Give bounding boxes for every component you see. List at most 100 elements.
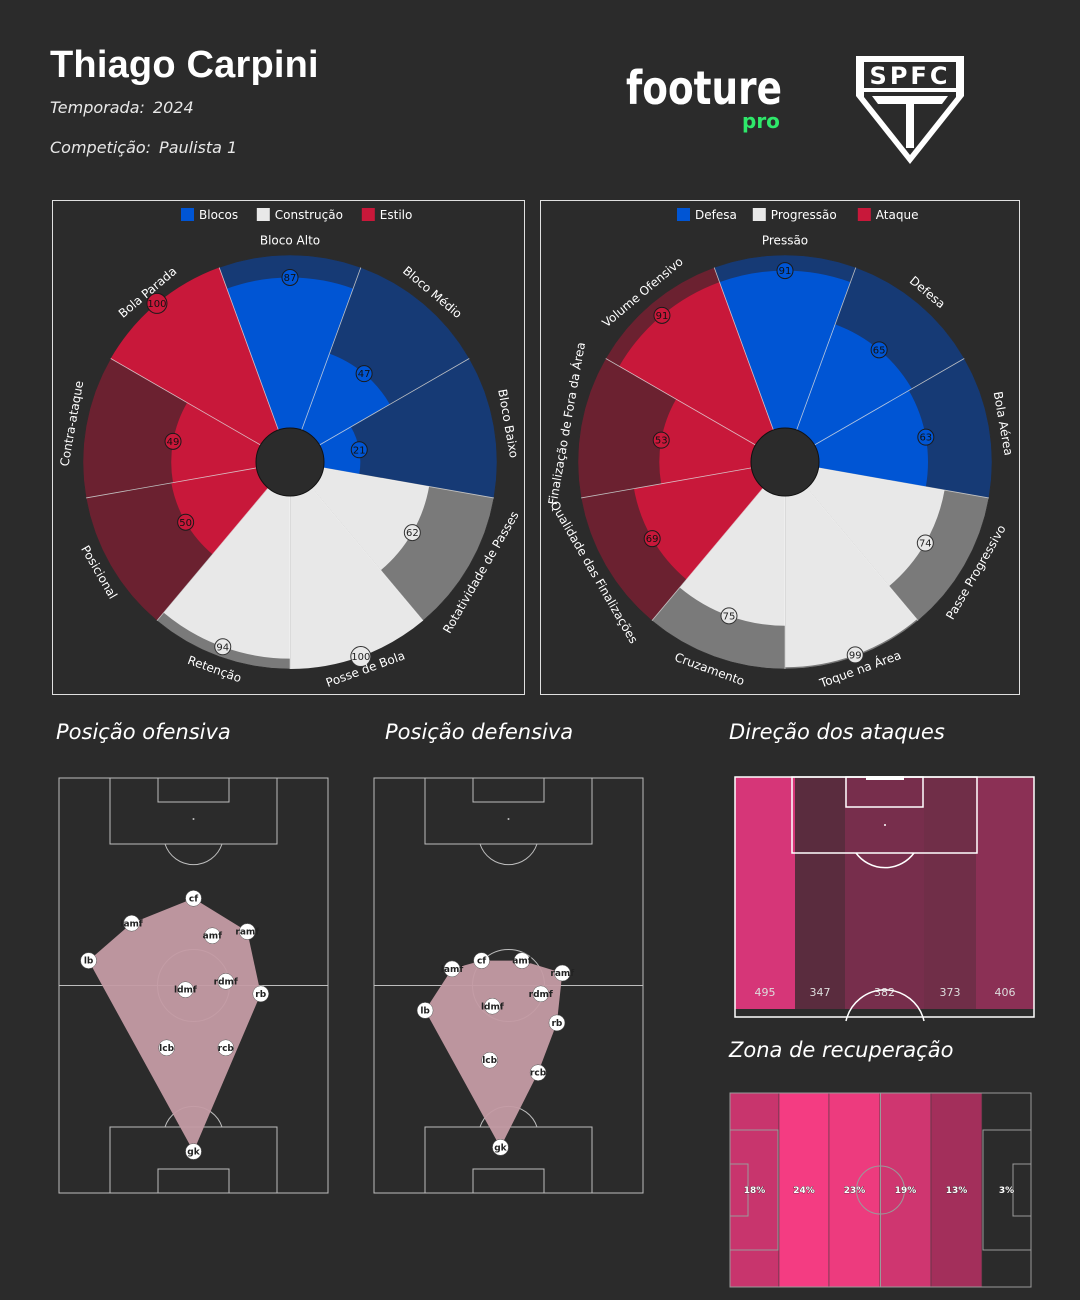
player-marker	[252, 985, 269, 1003]
radar-value-label: 74	[919, 539, 932, 550]
radar-category-label: Bloco Alto	[260, 234, 320, 248]
attack-lane	[976, 777, 1034, 1009]
radar-value-label: 75	[723, 611, 736, 622]
attack-lane-value: 382	[874, 986, 895, 999]
club-crest: SPFC	[852, 52, 968, 172]
footure-logo-graphic: footure pro	[626, 61, 782, 133]
radar-spoke	[110, 358, 261, 446]
player-marker	[513, 952, 531, 969]
radar-spoke	[651, 487, 764, 621]
legend-label: Progressão	[771, 208, 837, 222]
radar-spoke	[311, 487, 424, 621]
radar-value-badge	[652, 431, 670, 449]
player-position-label: amf	[512, 957, 531, 967]
radar-value-label: 87	[284, 273, 297, 284]
radar-spoke	[796, 267, 857, 431]
radar-value-label: 21	[353, 445, 366, 456]
recovery-zone-title: Zona de recuperação	[729, 1038, 954, 1062]
radar-value-label: 91	[656, 311, 669, 322]
recovery-goal-box-right	[1012, 1163, 1032, 1217]
radar-panel-phases: Defesa Progressão Ataque 91 Pressão 65 Defesa 6…	[540, 200, 1020, 695]
radar-value-badge	[355, 365, 373, 383]
radar-spoke	[86, 467, 257, 499]
footure-pro-logo: footure pro	[626, 60, 786, 138]
pitch-goal-box-bottom	[472, 1168, 545, 1194]
radar-spoke	[605, 358, 756, 446]
radar-spoke	[301, 267, 362, 431]
competition-label: Competição:	[50, 138, 152, 157]
legend-label: Construção	[275, 208, 343, 222]
attack-lane-value: 495	[755, 986, 776, 999]
radar-value-label: 100	[351, 652, 370, 663]
radar-value-badge	[653, 306, 671, 324]
player-marker	[185, 890, 202, 907]
recovery-zone-cell	[879, 1092, 932, 1288]
radar-sector-value	[301, 353, 390, 445]
player-position-label: lamf	[120, 919, 143, 929]
radar-center	[255, 427, 325, 497]
radar-value-label: 99	[849, 650, 862, 661]
legend-label: Defesa	[695, 208, 737, 222]
pitch-arc-top	[164, 843, 223, 866]
player-marker	[554, 964, 571, 982]
recovery-goal-box-left	[729, 1163, 749, 1217]
player-position-label: cf	[189, 894, 198, 904]
legend-swatch	[256, 208, 270, 221]
radar-value-badge	[403, 524, 421, 542]
radar-sector-value	[319, 426, 361, 475]
attack-goal	[866, 776, 904, 780]
player-position-label: lb	[84, 957, 94, 967]
player-marker	[80, 952, 97, 969]
radar-value-label: 100	[147, 299, 166, 310]
radar-value-label: 65	[873, 345, 886, 356]
player-marker	[177, 981, 194, 998]
attack-direction-title: Direção dos ataques	[729, 720, 945, 744]
recovery-zone-value: 18%	[744, 1186, 766, 1196]
radar-value-badge	[917, 428, 935, 446]
radar-value-label: 63	[919, 433, 932, 444]
legend-swatch	[677, 208, 690, 221]
radar-panel-team: Blocos Construção Estilo 87 Bloco Alto 47 Bloc…	[52, 200, 525, 695]
recovery-zone-value: 24%	[793, 1186, 815, 1196]
radar-sector-value	[171, 402, 261, 483]
radar-value-badge	[916, 534, 934, 552]
player-marker	[123, 915, 140, 932]
attack-lane-value: 406	[995, 986, 1016, 999]
recovery-zone-heatmap: 18% 24% 23% 19% 13% 3%	[729, 1092, 1032, 1288]
radar-value-badge	[214, 638, 232, 656]
player-position-label: ramf	[550, 969, 574, 979]
player-marker	[548, 1014, 566, 1032]
pitch-goal-box-top	[472, 777, 545, 803]
player-position-label: lamf	[441, 965, 464, 975]
club-logo-text: SPFC	[870, 62, 951, 90]
radar-sector-value	[163, 488, 290, 659]
radar-spoke	[218, 267, 279, 431]
pitch-penalty-spot	[507, 818, 510, 820]
radar-chart-team: Blocos Construção Estilo 87 Bloco Alto 47 Bloc…	[57, 208, 522, 690]
legend-swatch	[752, 208, 766, 221]
radar-sector-value	[633, 467, 764, 580]
recovery-zone-cell	[729, 1092, 780, 1288]
legend-label: Blocos	[199, 208, 238, 222]
attack-lane-value: 373	[940, 986, 961, 999]
recovery-zone-cell	[828, 1092, 881, 1288]
radar-category-label: Bloco Baixo	[495, 388, 521, 459]
player-position-label: rdmf	[214, 977, 238, 987]
recovery-zone-value: 23%	[844, 1186, 866, 1196]
player-position-label: ramf	[235, 928, 259, 938]
attack-lane	[845, 777, 924, 1009]
competition-value: Paulista 1	[159, 138, 238, 157]
player-marker	[217, 973, 235, 990]
brand-logo-sub: pro	[742, 109, 780, 133]
player-position-label: amf	[203, 932, 222, 942]
player-marker	[158, 1039, 175, 1056]
pitch-penalty-box-top	[109, 777, 278, 845]
player-marker	[185, 1143, 202, 1160]
player-marker	[492, 1139, 509, 1156]
radar-sector-value	[679, 488, 785, 626]
radar-sector-value	[311, 467, 430, 571]
radar-value-badge	[776, 262, 794, 280]
player-position-label: lb	[420, 1006, 430, 1016]
player-position-label: rcb	[218, 1044, 235, 1054]
radar-spoke	[713, 267, 774, 431]
